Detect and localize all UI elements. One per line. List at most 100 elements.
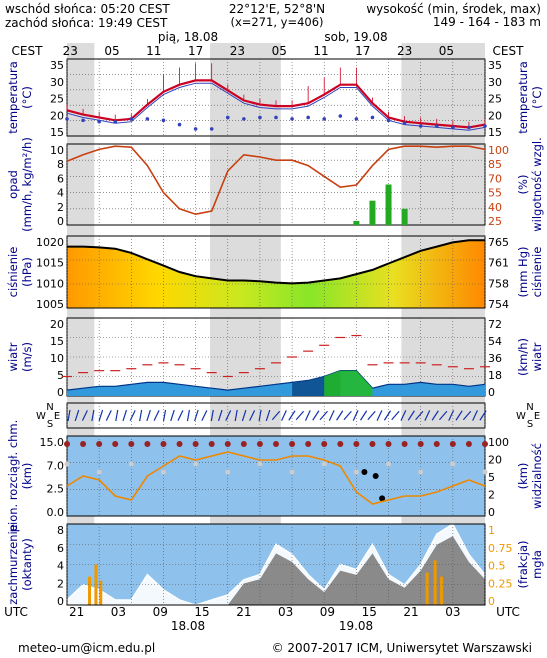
wind-arrow (400, 410, 407, 421)
pressure-ylabel-2: (hPa) (20, 257, 34, 287)
cloud-top-dot (482, 441, 488, 447)
dew-point-dot (386, 118, 391, 123)
dew-point-dot (354, 117, 359, 121)
cloud-top-dot (321, 441, 328, 447)
dew-point-dot (81, 118, 85, 123)
cloud-base-ylabel-2: (km) (20, 463, 34, 490)
cloud-cover-ylabel-1: zachmurzenie (6, 524, 20, 605)
low-cloud-dot (372, 473, 379, 479)
humidity-tick: 55 (488, 187, 502, 200)
precip-tick: 4 (57, 187, 64, 200)
wind-tick: 5 (57, 369, 64, 382)
bottom-tick-label: 15 (194, 605, 209, 619)
top-tick-label: 11 (146, 44, 161, 58)
wind-arrow (359, 410, 368, 421)
wind-arrow (431, 410, 439, 421)
fog-tick: 0 (488, 595, 495, 608)
bottom-tick-label: 15 (362, 605, 377, 619)
cloud-cover-line (66, 523, 486, 606)
cloud-top-dot (144, 441, 151, 447)
cloud-base-dot (482, 469, 488, 475)
cloud-top-dot (160, 441, 167, 447)
tz-right-bottom: UTC (496, 605, 520, 619)
low-cloud-dot (379, 495, 386, 502)
wind-ylabel-right-1: (km/h) (516, 338, 530, 376)
pressure-tick-right: 761 (488, 257, 509, 270)
compass-w-left: W (36, 411, 46, 422)
precip-tick: 10 (50, 144, 64, 157)
cloud-top-dot (433, 441, 440, 447)
temp-tick: 35 (50, 59, 64, 72)
fog-ylabel-2: mgła (530, 550, 544, 579)
wind-area (67, 370, 485, 396)
pressure-line (67, 239, 485, 285)
visibility-tick: 20 (488, 454, 502, 467)
wind-arrow (177, 410, 184, 421)
wind-arrow (217, 409, 223, 422)
visibility-ylabel-1: (km) (516, 463, 530, 490)
temperature-min-line (66, 82, 486, 131)
wind-tick-right: 36 (488, 352, 502, 365)
temp-tick: 30 (50, 76, 64, 89)
dew-point-dot (483, 124, 487, 128)
dew-point-dot (451, 125, 455, 130)
wind-arrow (376, 410, 383, 421)
wind-arrow (391, 410, 400, 421)
wind-arrow (288, 410, 296, 421)
coords-text: 22°12'E, 52°8'N (229, 2, 325, 16)
bottom-tick-label: 21 (236, 605, 251, 619)
night-band-1 (210, 43, 281, 605)
wind-arrow (265, 409, 271, 422)
wind-arrow (328, 410, 335, 421)
compass-w-right: W (516, 411, 526, 422)
wind-arrow (105, 410, 112, 421)
night-band-0 (67, 43, 95, 605)
temp-ylabel-2: (°C) (20, 86, 34, 109)
wind-arrow (129, 410, 136, 421)
dew-point-dot (242, 117, 246, 121)
dew-point-dot (177, 122, 182, 127)
wind-arrow (201, 410, 208, 421)
wind-arrow (249, 410, 256, 421)
precip-bar (401, 208, 408, 225)
compass-s-right: S (527, 419, 533, 430)
visibility-tick: 100 (488, 436, 509, 449)
wind-arrow (234, 409, 238, 422)
wind-arrow (304, 410, 311, 421)
fog-bar (440, 576, 444, 605)
cloud-top-dot (112, 441, 119, 447)
bottom-tick-label: 09 (153, 605, 168, 619)
cloud-top-dot (96, 441, 103, 447)
pressure-tick: 1020 (36, 236, 64, 249)
pressure-area (67, 240, 485, 308)
wind-tick-right: 72 (488, 318, 502, 331)
wind-tick: 0 (57, 386, 64, 399)
dew-point-dot (209, 127, 214, 131)
wind-arrow (462, 410, 472, 421)
wind-tick-right: 54 (488, 335, 502, 348)
wind-arrow (312, 410, 320, 421)
wind-arrow (448, 410, 455, 421)
tz-left-top: CEST (12, 44, 44, 58)
dew-point-dot (113, 119, 118, 124)
fog-tick: 1 (488, 524, 495, 537)
visibility-tick: 0 (488, 506, 495, 519)
dew-point-dot (322, 117, 327, 121)
wind-arrow (439, 410, 448, 421)
wind-line (66, 370, 486, 391)
wind-arrow (472, 410, 478, 421)
cloud-top-dot (192, 441, 199, 447)
wind-arrow (295, 410, 305, 421)
cloud-cover-tick: 6 (57, 542, 64, 555)
cloud-top-dot (208, 441, 215, 447)
wind-tick-right: 0 (488, 386, 495, 399)
cloud-base-dot (160, 469, 166, 475)
email-link[interactable]: meteo-um@icm.edu.pl (18, 641, 155, 655)
grid-text: (x=271, y=406) (230, 15, 323, 29)
cloud-cover-tick: 0 (57, 595, 64, 608)
dew-point-dot (225, 115, 230, 120)
cloud-cover-tick: 2 (57, 577, 64, 590)
compass-s-left: S (47, 419, 53, 430)
pressure-tick: 1015 (36, 257, 64, 270)
